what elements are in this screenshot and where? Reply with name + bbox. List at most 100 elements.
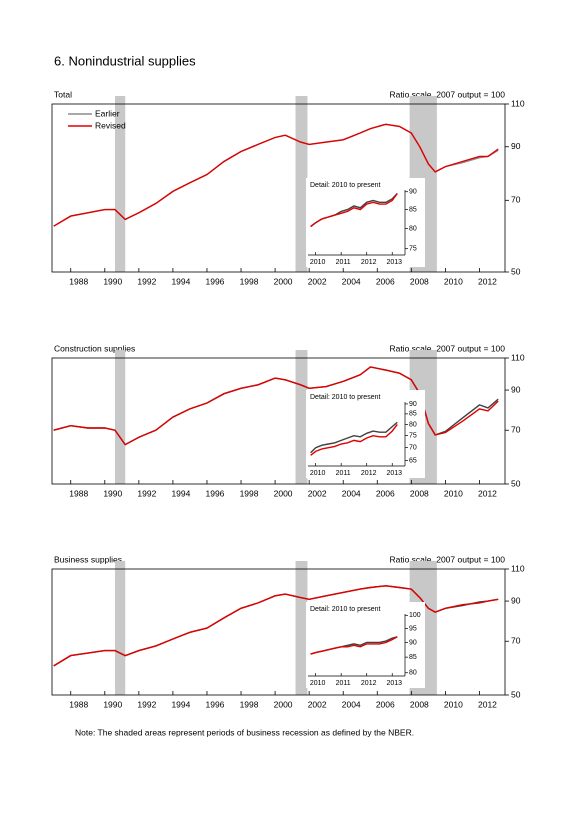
x-tick-label: 2002 bbox=[308, 699, 327, 709]
panel-title: Total bbox=[54, 89, 72, 99]
y-tick-label: 90 bbox=[511, 384, 521, 394]
y-tick-label: 70 bbox=[511, 195, 521, 205]
y-tick-label: 50 bbox=[511, 478, 521, 488]
y-tick-label: 70 bbox=[511, 424, 521, 434]
x-tick-label: 2006 bbox=[376, 488, 395, 498]
x-tick-label: 1990 bbox=[103, 488, 122, 498]
inset-y-tick-label: 90 bbox=[409, 189, 417, 196]
series-line bbox=[310, 423, 398, 456]
inset-x-tick-label: 2013 bbox=[386, 259, 402, 266]
y-tick-label: 110 bbox=[511, 563, 525, 573]
x-tick-label: 1998 bbox=[240, 699, 259, 709]
inset-x-tick-label: 2010 bbox=[310, 259, 326, 266]
inset-x-tick-label: 2011 bbox=[336, 259, 351, 266]
scale-label: Ratio scale, 2007 output = 100 bbox=[389, 554, 505, 564]
inset-y-tick-label: 80 bbox=[409, 421, 417, 428]
inset-x-tick-label: 2010 bbox=[310, 680, 326, 687]
inset-y-tick-label: 65 bbox=[409, 457, 417, 464]
note: Note: The shaded areas represent periods… bbox=[75, 727, 414, 737]
inset-y-tick-label: 80 bbox=[409, 670, 417, 677]
recession-band bbox=[115, 96, 126, 272]
inset-x-tick-label: 2013 bbox=[386, 680, 402, 687]
x-tick-label: 2004 bbox=[342, 699, 361, 709]
y-tick-label: 110 bbox=[511, 352, 525, 362]
x-tick-label: 2000 bbox=[274, 276, 293, 286]
inset-y-tick-label: 75 bbox=[409, 246, 417, 253]
y-tick-label: 90 bbox=[511, 141, 521, 151]
x-tick-label: 1988 bbox=[69, 276, 88, 286]
inset-title: Detail: 2010 to present bbox=[310, 606, 380, 613]
inset-background bbox=[306, 178, 425, 267]
inset-y-tick-label: 85 bbox=[409, 206, 417, 213]
series-line bbox=[310, 636, 398, 655]
y-tick-label: 110 bbox=[511, 98, 525, 108]
inset-y-tick-label: 70 bbox=[409, 445, 417, 452]
x-tick-label: 2012 bbox=[478, 276, 497, 286]
x-tick-label: 1992 bbox=[137, 488, 156, 498]
inset-x-tick-label: 2010 bbox=[310, 470, 326, 477]
x-tick-label: 1994 bbox=[171, 276, 190, 286]
x-tick-label: 1996 bbox=[206, 276, 225, 286]
recession-band bbox=[295, 561, 308, 695]
recession-band bbox=[115, 561, 126, 695]
x-tick-label: 1998 bbox=[240, 488, 259, 498]
x-tick-label: 2002 bbox=[308, 488, 327, 498]
recession-band bbox=[295, 350, 308, 484]
x-tick-label: 2004 bbox=[342, 276, 361, 286]
inset-y-tick-label: 80 bbox=[409, 225, 417, 232]
plot-frame bbox=[51, 103, 506, 273]
inset-x-tick-label: 2011 bbox=[336, 680, 351, 687]
y-tick-label: 50 bbox=[511, 689, 521, 699]
x-tick-label: 1994 bbox=[171, 488, 190, 498]
series-line bbox=[310, 193, 398, 228]
inset-x-tick-label: 2011 bbox=[336, 470, 351, 477]
inset-x-tick-label: 2013 bbox=[386, 470, 402, 477]
series-line bbox=[310, 421, 398, 454]
plot-frame bbox=[51, 357, 506, 485]
inset-x-tick-label: 2012 bbox=[361, 470, 377, 477]
panel-title: Construction supplies bbox=[54, 343, 135, 353]
x-tick-label: 2010 bbox=[444, 276, 463, 286]
x-tick-label: 1996 bbox=[206, 699, 225, 709]
legend-label: Revised bbox=[95, 120, 126, 130]
panel-title: Business supplies bbox=[54, 554, 122, 564]
page-title: 6. Nonindustrial supplies bbox=[54, 53, 196, 68]
inset-y-tick-label: 85 bbox=[409, 411, 417, 418]
inset-y-tick-label: 75 bbox=[409, 432, 417, 439]
x-tick-label: 2010 bbox=[444, 699, 463, 709]
x-tick-label: 2008 bbox=[410, 699, 429, 709]
x-tick-label: 2008 bbox=[410, 488, 429, 498]
x-tick-label: 2006 bbox=[376, 699, 395, 709]
x-tick-label: 2012 bbox=[478, 699, 497, 709]
series-line bbox=[53, 366, 499, 446]
x-tick-label: 2010 bbox=[444, 488, 463, 498]
x-tick-label: 2004 bbox=[342, 488, 361, 498]
recession-band bbox=[295, 96, 308, 272]
inset-y-tick-label: 100 bbox=[409, 612, 421, 619]
y-tick-label: 90 bbox=[511, 595, 521, 605]
x-tick-label: 2000 bbox=[274, 488, 293, 498]
x-tick-label: 1992 bbox=[137, 699, 156, 709]
x-tick-label: 1996 bbox=[206, 488, 225, 498]
inset-x-tick-label: 2012 bbox=[361, 680, 377, 687]
series-line bbox=[53, 585, 499, 667]
x-tick-label: 2000 bbox=[274, 699, 293, 709]
x-tick-label: 2002 bbox=[308, 276, 327, 286]
recession-band bbox=[115, 350, 126, 484]
inset-y-tick-label: 90 bbox=[409, 639, 417, 646]
x-tick-label: 1988 bbox=[69, 488, 88, 498]
x-tick-label: 1990 bbox=[103, 699, 122, 709]
legend-label: Earlier bbox=[95, 108, 120, 118]
inset-y-tick-label: 95 bbox=[409, 625, 417, 632]
x-tick-label: 1998 bbox=[240, 276, 259, 286]
scale-label: Ratio scale, 2007 output = 100 bbox=[389, 89, 505, 99]
y-tick-label: 70 bbox=[511, 635, 521, 645]
x-tick-label: 2006 bbox=[376, 276, 395, 286]
x-tick-label: 1988 bbox=[69, 699, 88, 709]
x-tick-label: 1990 bbox=[103, 276, 122, 286]
inset-y-tick-label: 90 bbox=[409, 401, 417, 408]
plot-frame bbox=[51, 568, 506, 696]
y-tick-label: 50 bbox=[511, 266, 521, 276]
